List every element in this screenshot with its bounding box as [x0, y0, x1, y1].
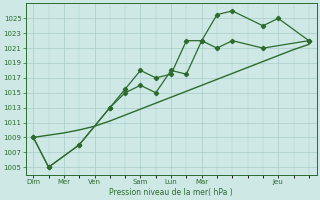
X-axis label: Pression niveau de la mer( hPa ): Pression niveau de la mer( hPa ): [109, 188, 233, 197]
